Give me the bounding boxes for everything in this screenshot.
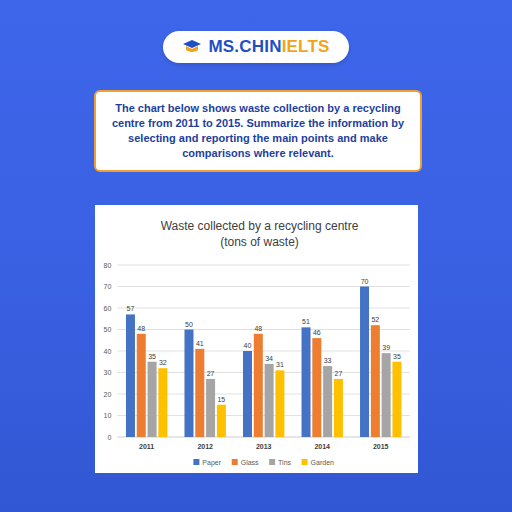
x-tick-label: 2015 bbox=[373, 443, 389, 450]
bar bbox=[184, 330, 193, 438]
data-label: 33 bbox=[324, 357, 332, 364]
y-tick-label: 60 bbox=[104, 305, 112, 312]
y-tick-label: 30 bbox=[104, 369, 112, 376]
legend-item: Paper bbox=[193, 459, 221, 467]
page: {"header": {"brand": "MS.CHIN", "brand_a… bbox=[0, 0, 512, 512]
legend-item: Tins bbox=[269, 459, 291, 466]
legend-swatch bbox=[269, 459, 275, 465]
data-label: 39 bbox=[382, 344, 390, 351]
bar bbox=[243, 351, 252, 437]
logo-icon bbox=[182, 39, 202, 55]
brand-text: MS.CHIN bbox=[208, 37, 281, 56]
legend-item: Garden bbox=[302, 459, 334, 466]
data-label: 70 bbox=[361, 278, 369, 285]
brand-accent: IELTS bbox=[282, 37, 330, 56]
y-tick-label: 10 bbox=[104, 412, 112, 419]
data-label: 41 bbox=[196, 340, 204, 347]
bar bbox=[302, 327, 311, 437]
data-label: 48 bbox=[137, 325, 145, 332]
brand: MS.CHINIELTS bbox=[208, 37, 329, 57]
data-label: 32 bbox=[159, 359, 167, 366]
bar bbox=[371, 325, 380, 437]
y-tick-label: 0 bbox=[107, 434, 111, 441]
data-label: 48 bbox=[254, 325, 262, 332]
x-tick-label: 2013 bbox=[256, 443, 272, 450]
bar bbox=[254, 334, 263, 437]
data-label: 31 bbox=[276, 361, 284, 368]
data-labels: 5748353250412715404834315146332770523935 bbox=[127, 278, 401, 403]
data-label: 27 bbox=[335, 370, 343, 377]
prompt: The chart below shows waste collection b… bbox=[94, 90, 422, 172]
chart-panel: Waste collected by a recycling centre (to… bbox=[95, 205, 418, 473]
data-label: 27 bbox=[207, 370, 215, 377]
legend-item: Glass bbox=[232, 459, 259, 466]
y-tick-label: 20 bbox=[104, 391, 112, 398]
x-tick-label: 2012 bbox=[197, 443, 213, 450]
bar bbox=[382, 353, 391, 437]
data-label: 50 bbox=[185, 321, 193, 328]
y-tick-label: 40 bbox=[104, 348, 112, 355]
x-tick-label: 2014 bbox=[314, 443, 330, 450]
bar bbox=[158, 368, 167, 437]
grid-line bbox=[117, 265, 410, 266]
chart: Waste collected by a recycling centre (to… bbox=[95, 205, 418, 473]
legend-label: Paper bbox=[202, 459, 221, 467]
data-label: 40 bbox=[244, 342, 252, 349]
legend: Paper Glass Tins Garden bbox=[193, 459, 334, 467]
chart-subtitle: (tons of waste) bbox=[220, 235, 299, 249]
legend-label: Glass bbox=[241, 459, 259, 466]
legend-label: Tins bbox=[278, 459, 291, 466]
legend-swatch bbox=[193, 459, 199, 465]
y-tick-label: 70 bbox=[104, 283, 112, 290]
bar bbox=[312, 338, 321, 437]
bar bbox=[148, 362, 157, 437]
bar bbox=[334, 379, 343, 437]
y-tick-label: 50 bbox=[104, 326, 112, 333]
data-label: 34 bbox=[265, 355, 273, 362]
data-label: 15 bbox=[217, 396, 225, 403]
data-label: 35 bbox=[148, 353, 156, 360]
y-tick-label: 80 bbox=[104, 262, 112, 269]
bar bbox=[217, 405, 226, 437]
legend-swatch bbox=[302, 459, 308, 465]
bar bbox=[195, 349, 204, 437]
bar bbox=[323, 366, 332, 437]
bar bbox=[206, 379, 215, 437]
x-tick-label: 2011 bbox=[139, 443, 154, 450]
chart-title: Waste collected by a recycling centre bbox=[161, 219, 359, 233]
bar bbox=[265, 364, 274, 437]
bar bbox=[360, 287, 369, 438]
bar bbox=[126, 314, 135, 437]
legend-swatch bbox=[232, 459, 238, 465]
data-label: 35 bbox=[393, 353, 401, 360]
data-label: 52 bbox=[371, 316, 379, 323]
bar bbox=[137, 334, 146, 437]
logo: MS.CHINIELTS bbox=[163, 31, 349, 63]
data-label: 57 bbox=[127, 305, 135, 312]
legend-label: Garden bbox=[311, 459, 334, 466]
data-label: 51 bbox=[302, 318, 310, 325]
bars bbox=[126, 287, 401, 438]
bar bbox=[392, 362, 401, 437]
bar bbox=[275, 370, 284, 437]
data-label: 46 bbox=[313, 329, 321, 336]
